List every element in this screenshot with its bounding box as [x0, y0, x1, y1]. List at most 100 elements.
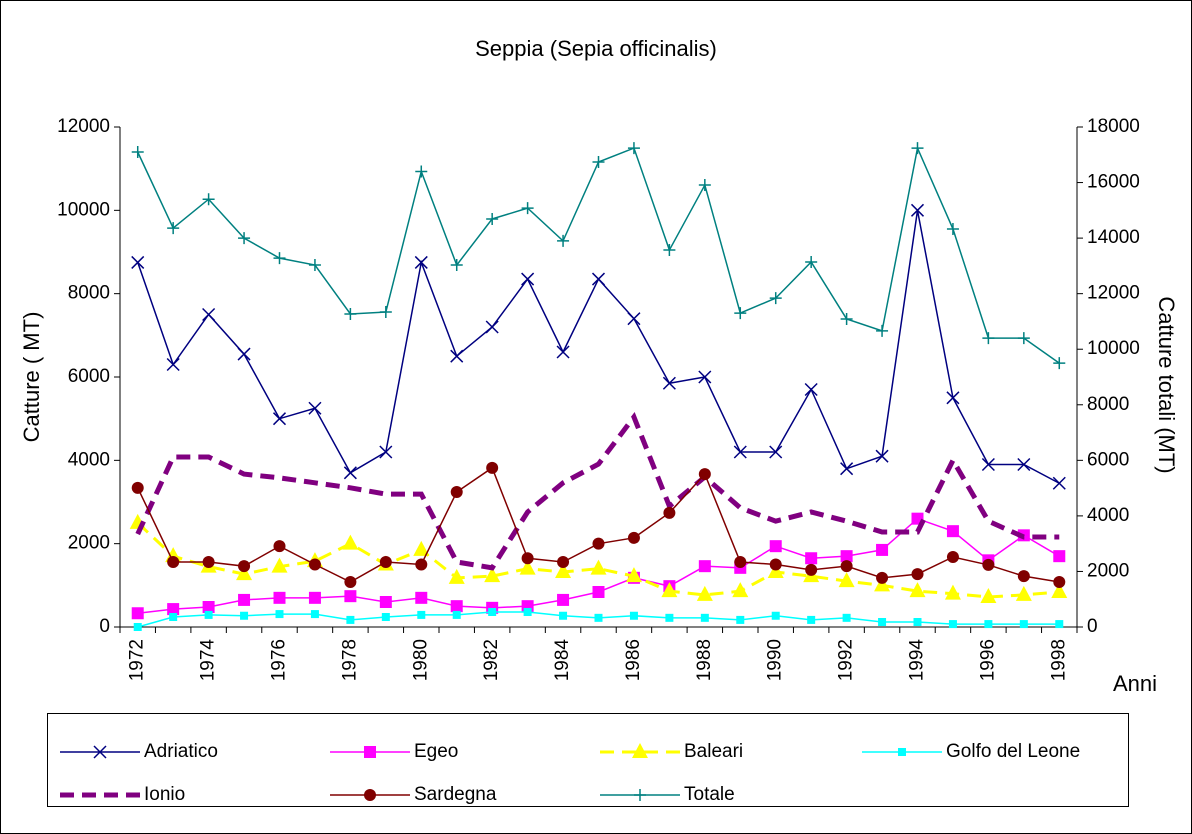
- point: [131, 255, 145, 269]
- point: [913, 618, 922, 626]
- legend-marker: [898, 748, 906, 756]
- y-tick-label: 0: [99, 616, 110, 637]
- y2-tick-label: 0: [1087, 616, 1098, 637]
- chart-title: Seppia (Sepia officinalis): [475, 36, 717, 61]
- point: [1017, 332, 1030, 345]
- point: [308, 558, 321, 571]
- point: [1019, 620, 1028, 629]
- point: [240, 611, 249, 620]
- y-tick-label: 10000: [57, 199, 110, 220]
- point: [414, 255, 428, 269]
- y-tick-label: 8000: [68, 283, 110, 304]
- point: [202, 556, 215, 568]
- legend-label: Ionio: [144, 784, 185, 805]
- point: [1051, 583, 1068, 598]
- point: [732, 582, 749, 598]
- legend-label: Golfo del Leone: [946, 741, 1080, 762]
- point: [202, 193, 215, 206]
- point: [698, 560, 711, 573]
- x-tick-label: 1994: [907, 639, 928, 682]
- y2-tick-label: 8000: [1087, 394, 1129, 415]
- point: [946, 551, 959, 563]
- point: [909, 582, 926, 598]
- point: [521, 202, 534, 215]
- x-tick-label: 1972: [127, 639, 148, 681]
- point: [594, 613, 603, 622]
- point: [911, 568, 924, 581]
- legend-box: [47, 713, 1129, 807]
- point: [665, 613, 674, 622]
- point: [663, 506, 676, 519]
- point: [876, 571, 889, 584]
- point: [769, 445, 783, 459]
- point: [980, 588, 997, 603]
- point: [415, 591, 428, 604]
- point: [807, 615, 816, 624]
- point: [415, 558, 428, 571]
- point: [238, 593, 251, 606]
- point: [167, 556, 180, 568]
- point: [343, 466, 357, 480]
- point: [698, 179, 711, 192]
- point: [700, 613, 709, 622]
- point: [308, 401, 322, 415]
- point: [344, 590, 357, 603]
- y-tick-label: 2000: [68, 533, 110, 554]
- point: [875, 449, 889, 463]
- point: [946, 391, 960, 405]
- point: [167, 603, 180, 616]
- point: [273, 540, 286, 553]
- y-tick-label: 4000: [68, 449, 110, 470]
- point: [169, 613, 178, 621]
- point: [1015, 585, 1032, 601]
- point: [555, 563, 572, 578]
- point: [592, 156, 605, 168]
- point: [840, 550, 853, 563]
- point: [521, 272, 535, 286]
- point: [805, 563, 818, 576]
- point: [838, 572, 855, 588]
- point: [984, 620, 993, 629]
- point: [273, 252, 286, 265]
- series-line: [135, 411, 1060, 571]
- y2-tick-label: 2000: [1087, 560, 1129, 581]
- point: [946, 525, 959, 538]
- point: [272, 412, 287, 426]
- point: [627, 142, 640, 155]
- point: [625, 567, 642, 583]
- legend-marker: [632, 743, 648, 758]
- point: [450, 259, 463, 272]
- point: [982, 558, 995, 571]
- point: [698, 468, 711, 481]
- point: [1053, 550, 1066, 563]
- point: [805, 552, 818, 565]
- series-line: [136, 521, 1060, 599]
- point: [557, 556, 570, 568]
- point: [271, 557, 288, 573]
- point: [448, 568, 465, 584]
- point: [878, 618, 887, 626]
- point: [131, 146, 144, 158]
- point: [202, 307, 216, 322]
- x-tick-label: 1990: [765, 639, 786, 681]
- point: [415, 165, 428, 178]
- point: [488, 608, 497, 616]
- point: [557, 234, 570, 247]
- point: [273, 591, 286, 604]
- point: [592, 586, 605, 598]
- point: [519, 559, 536, 575]
- point: [769, 558, 782, 571]
- y-axis-title: Catture ( MT): [19, 312, 44, 443]
- x-tick-label: 1980: [410, 639, 431, 681]
- point: [450, 349, 464, 363]
- legend-label: Egeo: [414, 741, 458, 762]
- point: [911, 142, 924, 155]
- point: [275, 610, 284, 619]
- point: [948, 620, 957, 629]
- point: [166, 357, 180, 372]
- point: [237, 347, 251, 361]
- point: [202, 601, 215, 613]
- point: [696, 585, 713, 601]
